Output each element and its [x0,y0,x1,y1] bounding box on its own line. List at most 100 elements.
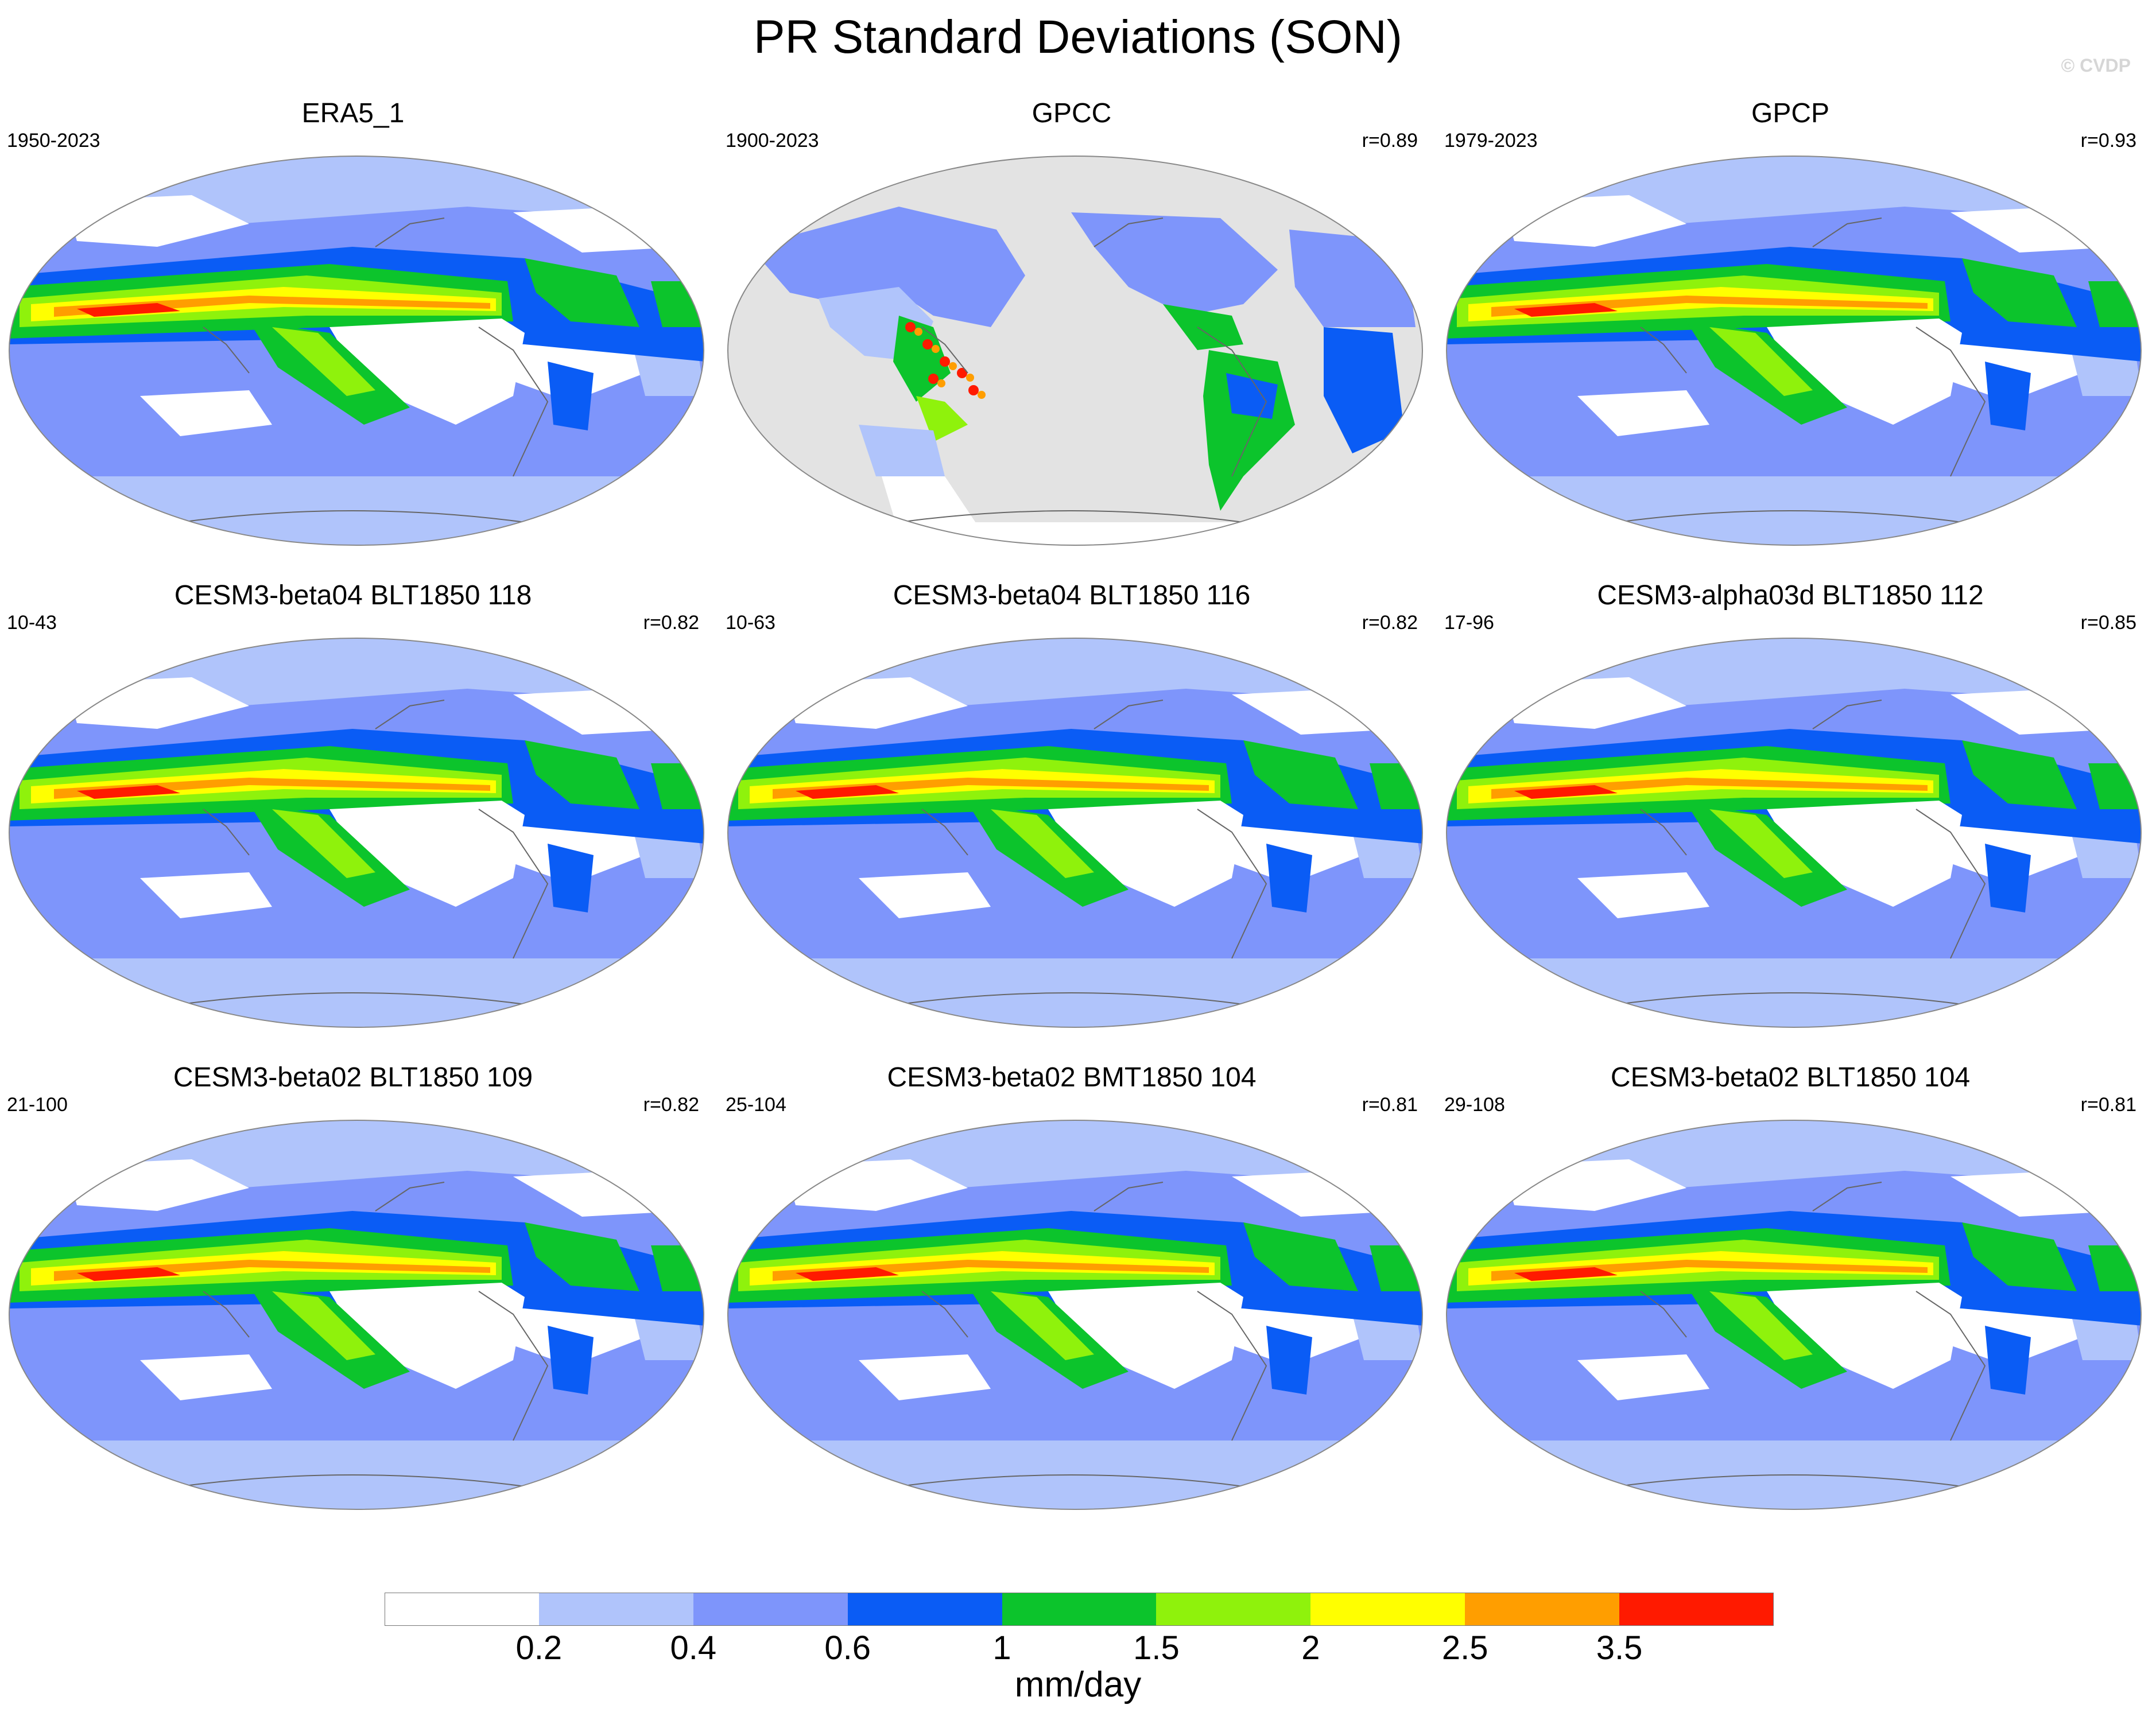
panel-title: ERA5_1 [301,98,405,129]
precip-contour [1962,740,2077,809]
land-region [1324,327,1404,453]
precip-contour [1709,327,1813,396]
precip-contour [1491,1260,1928,1281]
coastline [1812,218,1882,247]
colorbar-swatch [1619,1593,1774,1626]
precip-contour [1577,390,1709,436]
precip-contour [1985,362,2031,430]
panel-period: 17-96 [1444,612,1494,634]
world-map [9,638,704,1028]
colorbar-tick-label: 2 [1301,1629,1320,1667]
precip-contour [525,740,639,809]
precip-contour [1709,1291,1813,1360]
coastline [1640,327,1687,374]
coastline [1197,327,1267,477]
coastline [1617,992,1963,1005]
precip-contour [796,1267,899,1281]
coastline [1915,809,1986,959]
coastline [1617,1474,1963,1487]
precip-contour [1767,801,1962,907]
precip-contour [1243,1222,1358,1291]
map-outline [9,638,704,1028]
colorbar-swatch [847,1593,1002,1626]
precip-contour [1962,1222,2077,1291]
precip-contour [140,390,272,436]
map-panel: CESM3-alpha03d BLT1850 112 17-96 r=0.85 [1437,580,2143,1033]
panel-correlation: r=0.82 [643,1094,699,1116]
coastline [898,992,1244,1005]
panel-title: GPCP [1751,98,1830,129]
map-outline [727,1120,1423,1510]
panel-correlation: r=0.82 [1362,612,1418,634]
high-precip-spot [922,339,933,350]
coastline [375,700,445,729]
land-region [1163,304,1243,350]
coastline [898,1474,1244,1487]
precip-contour [525,258,639,327]
panel-correlation: r=0.82 [643,612,699,634]
precip-contour [1514,785,1618,799]
colorbar-swatch [1156,1593,1311,1626]
coastline [921,327,968,374]
colorbar [385,1593,1774,1626]
precip-contour [77,303,180,317]
precip-contour [525,1222,639,1291]
colorbar-outline [385,1593,1774,1626]
colorbar-tick-label: 0.4 [670,1629,717,1667]
precip-contour [54,296,490,317]
world-map [727,1120,1423,1510]
precip-contour [1491,778,1928,799]
world-map [1446,638,2142,1028]
world-map [727,156,1423,546]
precip-contour [1048,1283,1243,1389]
colorbar-tick-label: 1 [992,1629,1011,1667]
precip-contour [796,785,899,799]
precip-contour [1577,1354,1709,1400]
coastline [1915,327,1986,477]
coastline [921,1291,968,1338]
panel-period: 25-104 [726,1094,786,1116]
panel-period: 29-108 [1444,1094,1505,1116]
precip-contour [1243,740,1358,809]
coastline [478,1291,549,1441]
precip-contour [1514,1267,1618,1281]
panel-correlation: r=0.93 [2080,130,2136,152]
coastline [203,1291,250,1338]
panel-title: CESM3-beta02 BLT1850 104 [1610,1062,1971,1093]
map-panel: ERA5_1 1950-2023 [0,98,706,551]
colorbar-units: mm/day [1014,1665,1142,1704]
precip-contour [272,327,375,396]
precip-contour [991,1291,1094,1360]
map-outline [9,1120,704,1510]
colorbar-tick-label: 3.5 [1596,1629,1643,1667]
precip-contour [1962,258,2077,327]
colorbar-tick-label: 0.2 [515,1629,563,1667]
coastline [375,1182,445,1212]
high-precip-spot [949,362,957,370]
precip-contour [548,844,594,913]
colorbar-swatch [693,1593,848,1626]
precip-contour [548,362,594,430]
precip-contour [77,1267,180,1281]
panel-period: 10-63 [726,612,775,634]
precip-contour [1577,872,1709,918]
panel-title: CESM3-beta02 BLT1850 109 [173,1062,533,1093]
world-map [9,156,704,546]
colorbar-swatch [1310,1593,1465,1626]
panel-title: CESM3-beta02 BMT1850 104 [887,1062,1257,1093]
precip-contour [773,778,1209,799]
colorbar-tick-label: 1.5 [1133,1629,1180,1667]
coastline [898,510,1244,523]
coastline [1197,809,1267,959]
coastline [203,809,250,856]
precip-contour [272,809,375,878]
precip-contour [1985,1326,2031,1395]
land-region [1226,373,1278,419]
figure-title: PR Standard Deviations (SON) [753,11,1403,63]
land-region [859,425,945,476]
high-precip-spot [932,345,940,353]
precip-contour [1985,844,2031,913]
map-outline [727,638,1423,1028]
panel-correlation: r=0.89 [1362,130,1418,152]
panel-period: 1950-2023 [7,130,100,152]
